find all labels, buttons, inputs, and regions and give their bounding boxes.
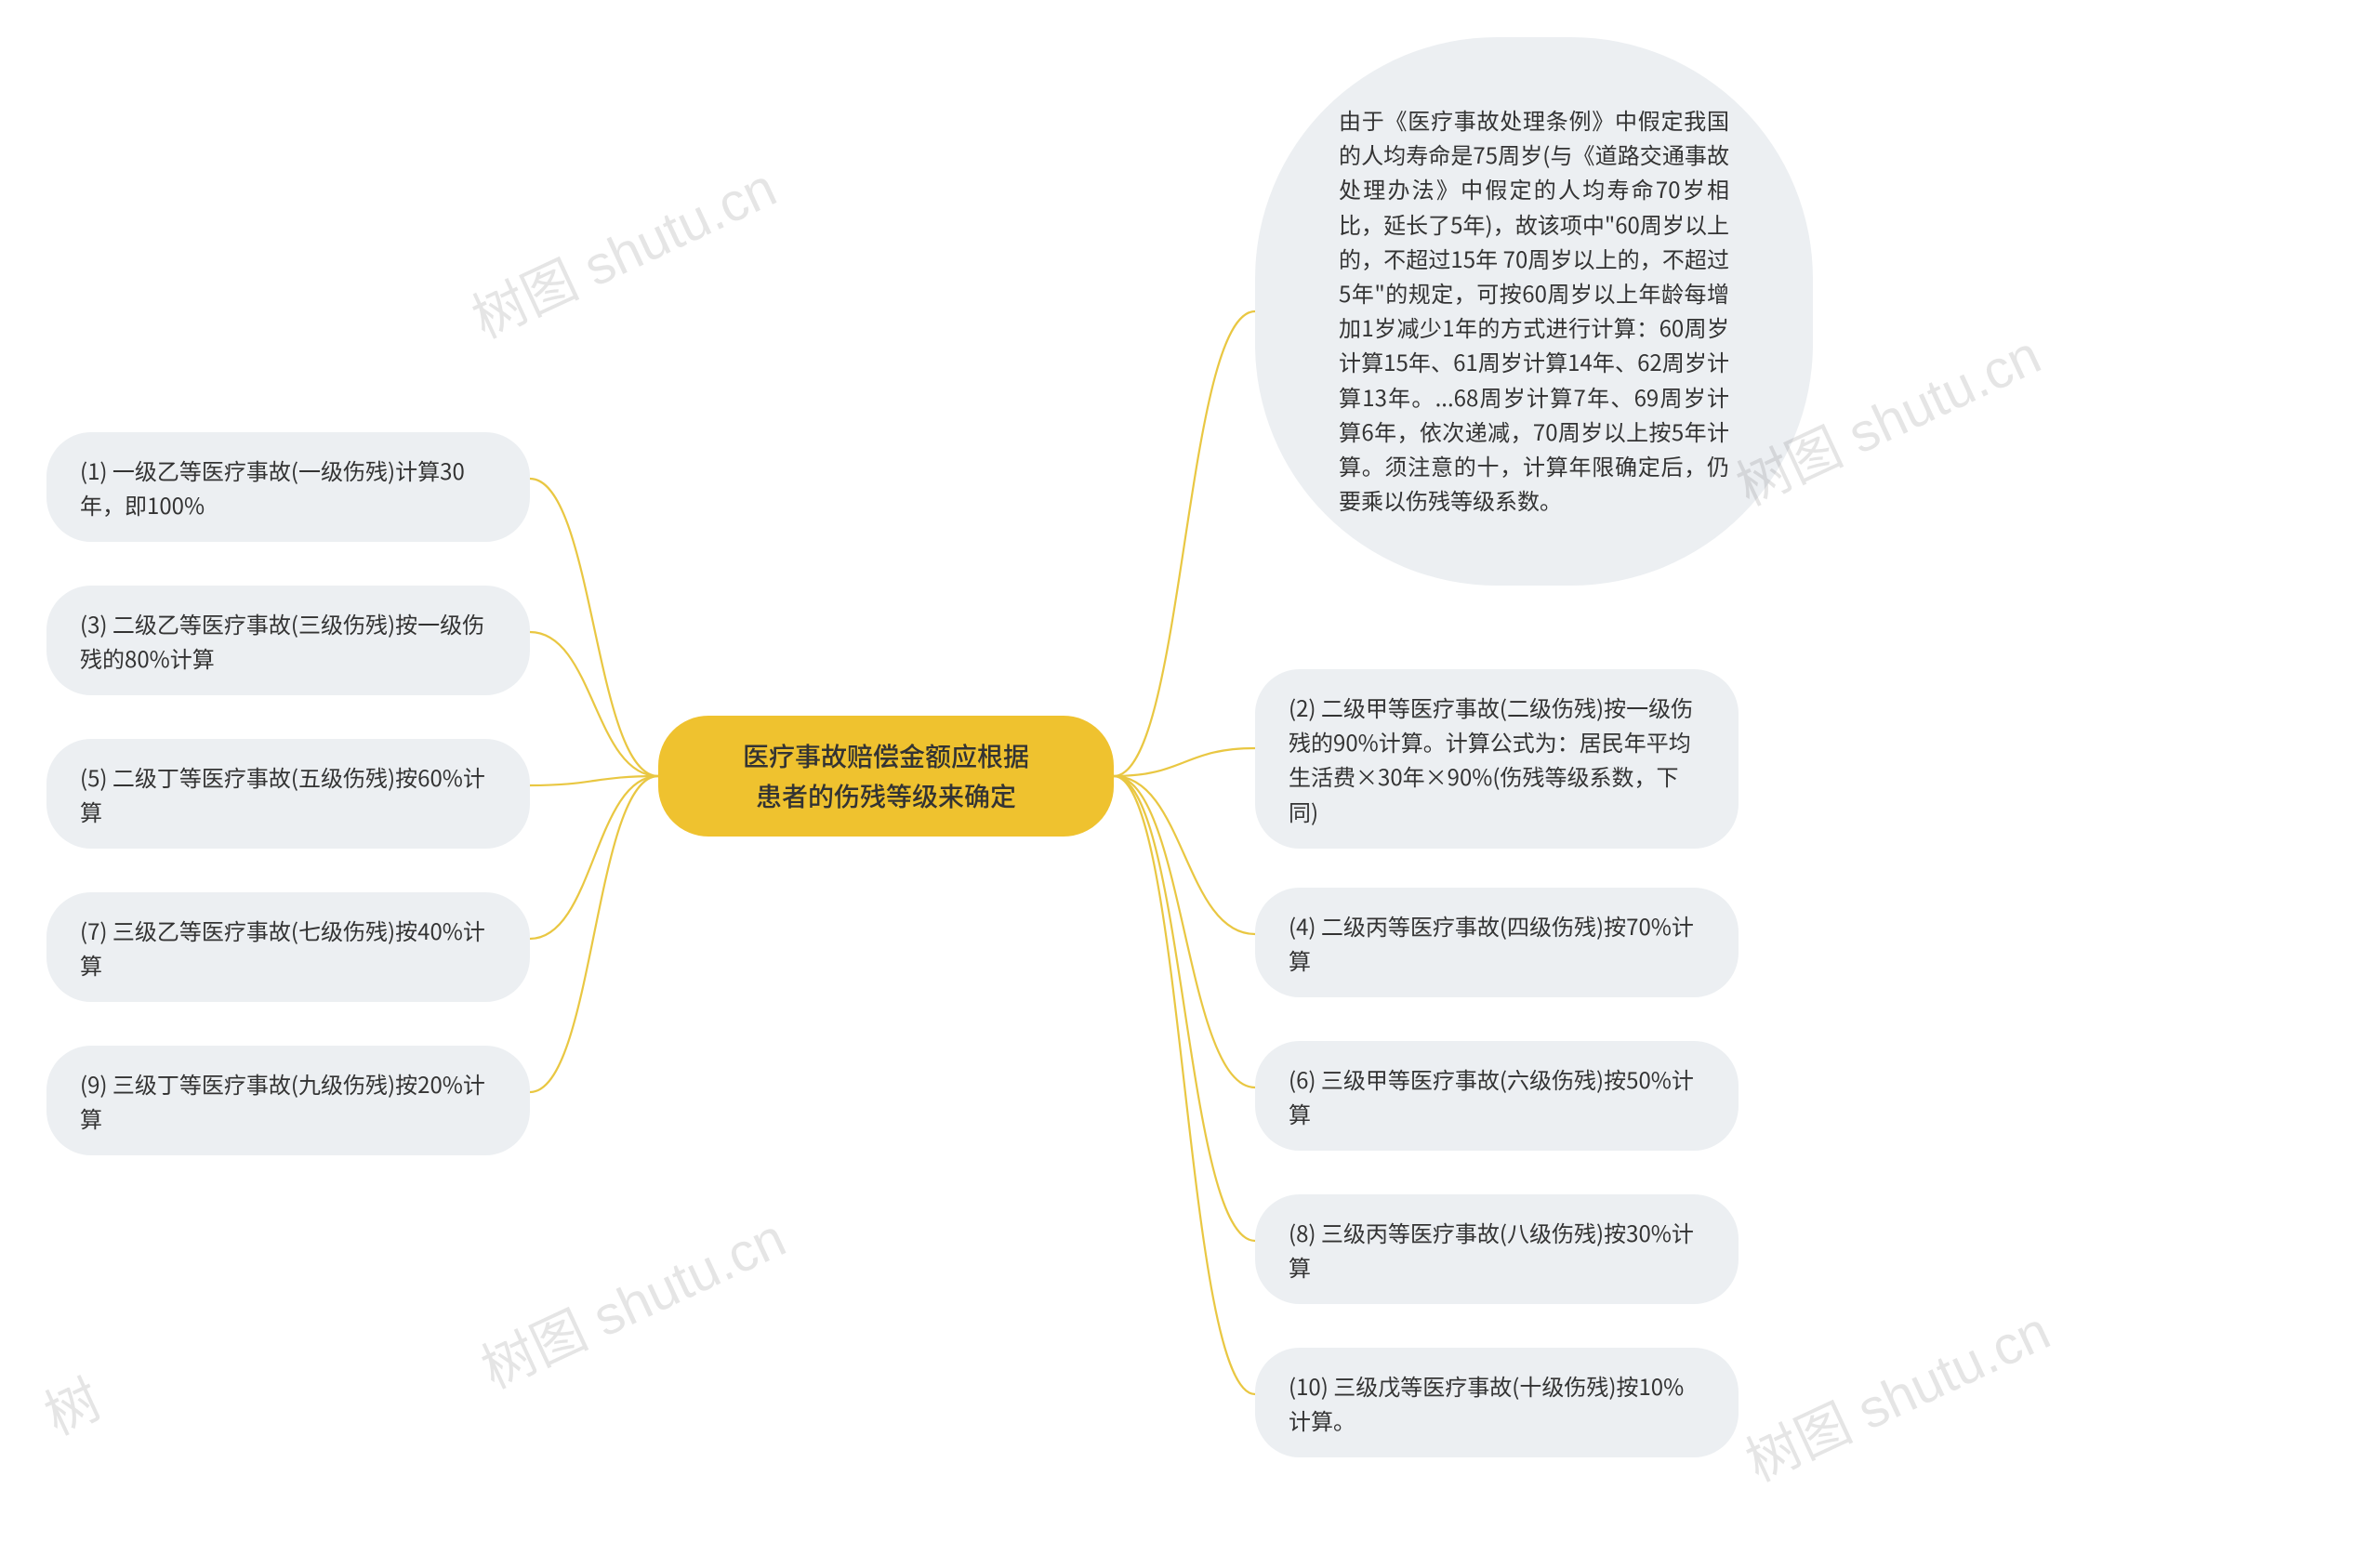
right-child-label: 由于《医疗事故处理条例》中假定我国的人均寿命是75周岁(与《道路交通事故处理办法… (1339, 103, 1729, 516)
right-child-label: (8) 三级丙等医疗事故(八级伤残)按30%计算 (1289, 1216, 1694, 1283)
left-child-label: (7) 三级乙等医疗事故(七级伤残)按40%计算 (80, 914, 485, 981)
left-child-l9: (9) 三级丁等医疗事故(九级伤残)按20%计算 (46, 1046, 530, 1155)
watermark: 树 (30, 1356, 112, 1450)
center-node: 医疗事故赔偿金额应根据 患者的伤残等级来确定 (658, 716, 1114, 837)
watermark: 树图 shutu.cn (1731, 1287, 2060, 1496)
right-child-label: (2) 二级甲等医疗事故(二级伤残)按一级伤残的90%计算。计算公式为：居民年平… (1289, 691, 1693, 827)
watermark-text: 树图 shutu.cn (473, 1207, 795, 1400)
right-child-label: (6) 三级甲等医疗事故(六级伤残)按50%计算 (1289, 1062, 1694, 1129)
right-child-r8: (8) 三级丙等医疗事故(八级伤残)按30%计算 (1255, 1194, 1739, 1304)
left-child-label: (1) 一级乙等医疗事故(一级伤残)计算30年，即100% (80, 454, 465, 520)
left-child-l1: (1) 一级乙等医疗事故(一级伤残)计算30年，即100% (46, 432, 530, 542)
mindmap-canvas: 医疗事故赔偿金额应根据 患者的伤残等级来确定 (1) 一级乙等医疗事故(一级伤残)… (0, 0, 2380, 1568)
right-child-label: (4) 二级丙等医疗事故(四级伤残)按70%计算 (1289, 909, 1694, 976)
center-node-label: 医疗事故赔偿金额应根据 患者的伤残等级来确定 (743, 736, 1029, 817)
left-child-l3: (3) 二级乙等医疗事故(三级伤残)按一级伤残的80%计算 (46, 586, 530, 695)
watermark-text: 树图 shutu.cn (464, 157, 786, 349)
watermark-text: 树图 shutu.cn (1738, 1300, 2059, 1493)
right-child-r10: (10) 三级戊等医疗事故(十级伤残)按10%计算。 (1255, 1348, 1739, 1457)
left-child-l7: (7) 三级乙等医疗事故(七级伤残)按40%计算 (46, 892, 530, 1002)
left-child-l5: (5) 二级丁等医疗事故(五级伤残)按60%计算 (46, 739, 530, 849)
watermark: 树图 shutu.cn (467, 1194, 796, 1403)
left-child-label: (5) 二级丁等医疗事故(五级伤残)按60%计算 (80, 760, 485, 827)
right-child-r4: (4) 二级丙等医疗事故(四级伤残)按70%计算 (1255, 888, 1739, 997)
left-child-label: (3) 二级乙等医疗事故(三级伤残)按一级伤残的80%计算 (80, 607, 484, 674)
right-child-r6: (6) 三级甲等医疗事故(六级伤残)按50%计算 (1255, 1041, 1739, 1151)
watermark: 树图 shutu.cn (457, 144, 787, 353)
watermark-text: 树 (36, 1369, 111, 1446)
right-child-r0: 由于《医疗事故处理条例》中假定我国的人均寿命是75周岁(与《道路交通事故处理办法… (1255, 37, 1813, 586)
right-child-r2: (2) 二级甲等医疗事故(二级伤残)按一级伤残的90%计算。计算公式为：居民年平… (1255, 669, 1739, 849)
left-child-label: (9) 三级丁等医疗事故(九级伤残)按20%计算 (80, 1067, 485, 1134)
right-child-label: (10) 三级戊等医疗事故(十级伤残)按10%计算。 (1289, 1369, 1684, 1436)
